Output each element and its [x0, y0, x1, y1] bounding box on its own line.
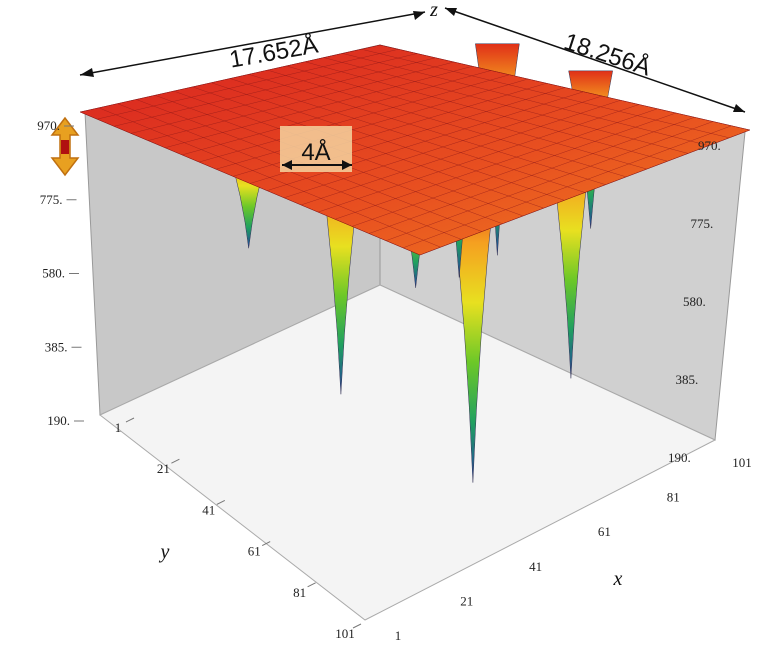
y-tickmark-0: [125, 417, 135, 423]
x-length-arrow: [79, 11, 426, 76]
z-tick-left-2: 580.: [42, 266, 65, 281]
grid-line-b-6: [181, 70, 492, 156]
grid-line-b-8: [215, 78, 529, 170]
grid-line-b-17: [368, 117, 695, 234]
z-tick-right-4: 970.: [698, 138, 721, 153]
grid-line-b-12: [283, 95, 603, 199]
z-tick-right-3: 775.: [691, 216, 714, 231]
z-tick-left-3: 775.: [40, 192, 63, 207]
z-tick-right-1: 385.: [676, 372, 699, 387]
y-tick-0: 1: [115, 420, 122, 435]
y-tickmark-3: [261, 541, 271, 547]
z-tick-right-2: 580.: [683, 294, 706, 309]
y-length-arrow: [444, 7, 746, 113]
grid-line-b-18: [385, 121, 714, 241]
grid-line-b-19: [402, 125, 732, 249]
y-tick-5: 101: [335, 626, 355, 641]
grid-line-b-14: [317, 104, 640, 213]
x-tick-5: 101: [732, 455, 752, 470]
x-tick-2: 41: [529, 559, 542, 574]
z-tick-left-0: 190.: [47, 413, 70, 428]
floor: [99, 284, 717, 621]
y-tick-2: 41: [202, 502, 215, 517]
spacing-arrow-right: [342, 160, 352, 170]
x-tick-1: 21: [460, 593, 473, 608]
z-tick-right-0: 190.: [668, 450, 691, 465]
spacing-label: 4Å: [301, 138, 330, 166]
well-3: [450, 182, 496, 483]
axis-ticks: 190. 385. 580. 775. 970. 190. 385. 580. 775. 970.…: [37, 118, 752, 643]
y-tick-1: 21: [157, 461, 170, 476]
grid-line-b-4: [147, 61, 455, 141]
grid-line-b-5: [164, 66, 473, 148]
y-tickmark-5: [352, 623, 362, 629]
x-tick-0: 1: [395, 628, 402, 643]
grid-line-b-7: [198, 74, 510, 163]
x-tick-3: 61: [598, 524, 611, 539]
grid-line-b-20: [419, 129, 751, 256]
x-length-arrowhead-right: [413, 11, 425, 20]
grid-line-b-13: [300, 100, 621, 206]
y-axis-label: y: [159, 541, 170, 563]
y-tick-4: 81: [293, 585, 306, 600]
grid-line-b-11: [266, 91, 584, 191]
z-tick-left-1: 385.: [45, 339, 68, 354]
y-length-arrowhead-left: [445, 8, 457, 16]
grid-line-b-0: [79, 44, 381, 113]
grid-line-b-3: [130, 57, 436, 134]
grid-line-b-2: [113, 53, 418, 127]
y-tickmark-4: [307, 582, 316, 588]
y-tick-3: 61: [248, 544, 261, 559]
z-tick-left-4: 970.: [37, 118, 60, 133]
x-length-arrowhead-left: [80, 68, 94, 77]
y-length-arrowhead-right: [733, 104, 745, 112]
z-axis-label: z: [429, 0, 438, 21]
y-tickmark-1: [171, 458, 180, 464]
x-tick-4: 81: [667, 490, 680, 505]
x-axis-label: x: [613, 568, 623, 590]
spacing-arrow-left: [282, 160, 292, 170]
double-arrow-icon: [50, 116, 80, 177]
y-tickmark-2: [216, 499, 226, 505]
grid-line-b-1: [96, 49, 399, 120]
grid-line-b-16: [351, 112, 677, 227]
grid-line-b-15: [334, 108, 658, 220]
